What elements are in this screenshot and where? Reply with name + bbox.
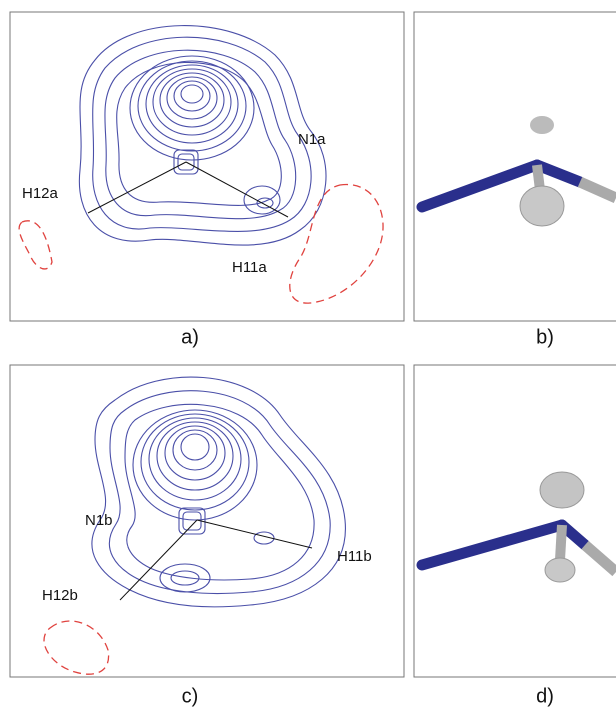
contour xyxy=(78,25,327,246)
bond-stick xyxy=(416,159,543,213)
contour xyxy=(104,49,297,220)
bond-stick xyxy=(531,159,586,188)
contour xyxy=(108,390,331,595)
atom-label: N1a xyxy=(298,131,326,148)
contour xyxy=(116,61,282,206)
bond-stick xyxy=(581,540,616,577)
atom-label: H12b xyxy=(42,587,78,604)
bond xyxy=(119,519,198,601)
bond xyxy=(87,161,187,214)
isosurface xyxy=(519,185,565,227)
contour xyxy=(124,403,315,581)
isosurface xyxy=(530,116,554,134)
panel-a: N1a H12a H11a a) xyxy=(9,11,405,348)
panel-b: b) xyxy=(413,11,616,348)
negative-contour xyxy=(289,183,384,304)
panel-label: c) xyxy=(182,685,199,707)
peak-contours xyxy=(132,409,275,593)
bond xyxy=(196,519,313,549)
bond-stick xyxy=(555,524,567,561)
contour xyxy=(91,376,346,608)
panel-d: d) xyxy=(413,364,616,707)
panel-label: a) xyxy=(181,326,199,348)
isosurface xyxy=(539,471,585,509)
frame xyxy=(413,11,616,322)
frame xyxy=(9,364,405,678)
peak-contours xyxy=(129,55,281,215)
atom-label: H12a xyxy=(22,185,59,202)
atom-label: H11a xyxy=(232,259,267,276)
bond-stick xyxy=(577,176,616,204)
negative-contour xyxy=(43,620,110,675)
frame xyxy=(413,364,616,678)
panel-label: d) xyxy=(536,685,554,707)
bond xyxy=(185,161,289,218)
negative-contour xyxy=(18,220,53,270)
atom-label: H11b xyxy=(337,548,372,565)
isosurface xyxy=(544,557,576,583)
atom-label: N1b xyxy=(85,512,113,529)
frame xyxy=(9,11,405,322)
contour xyxy=(92,36,312,232)
panel-label: b) xyxy=(536,326,554,348)
panel-c: N1b H11b H12b c) xyxy=(9,364,405,707)
bond-stick xyxy=(416,519,568,571)
